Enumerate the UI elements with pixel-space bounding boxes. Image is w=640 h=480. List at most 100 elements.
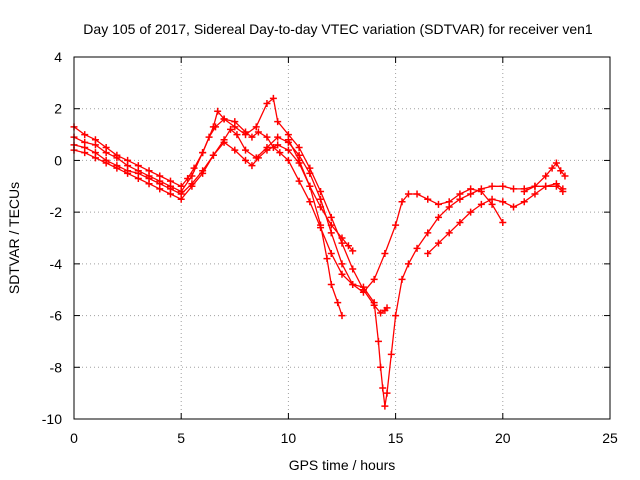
data-point xyxy=(306,182,314,190)
y-tick-label: -2 xyxy=(50,204,63,220)
series-1 xyxy=(70,115,567,410)
y-tick-label: -10 xyxy=(42,411,62,427)
data-point xyxy=(242,146,250,154)
data-point xyxy=(381,250,389,258)
data-point xyxy=(327,221,335,229)
data-point xyxy=(254,128,262,136)
data-point xyxy=(327,229,335,237)
data-point xyxy=(456,218,464,226)
data-point xyxy=(317,203,325,211)
data-point xyxy=(276,149,284,157)
data-point xyxy=(327,281,335,289)
data-point xyxy=(220,138,228,146)
data-point xyxy=(374,337,382,345)
data-point xyxy=(166,190,174,198)
data-point xyxy=(323,255,331,263)
chart-title: Day 105 of 2017, Sidereal Day-to-day VTE… xyxy=(83,21,593,37)
data-point xyxy=(548,164,556,172)
series-6 xyxy=(424,180,567,258)
data-point xyxy=(254,154,262,162)
y-tick-label: 4 xyxy=(54,49,62,65)
data-point xyxy=(456,190,464,198)
data-point xyxy=(499,198,507,206)
plot-frame xyxy=(73,56,611,420)
data-point xyxy=(263,146,271,154)
data-point xyxy=(327,250,335,258)
data-point xyxy=(392,221,400,229)
data-point xyxy=(424,229,432,237)
data-point xyxy=(467,185,475,193)
data-point xyxy=(284,156,292,164)
data-point xyxy=(134,175,142,183)
data-point xyxy=(531,190,539,198)
data-point xyxy=(327,213,335,221)
data-point xyxy=(274,133,282,141)
data-point xyxy=(381,402,389,410)
data-point xyxy=(445,198,453,206)
x-axis-label: GPS time / hours xyxy=(289,457,396,473)
data-point xyxy=(377,309,385,317)
data-point xyxy=(338,234,346,242)
data-point xyxy=(434,239,442,247)
data-point xyxy=(467,208,475,216)
data-point xyxy=(488,195,496,203)
data-point xyxy=(317,187,325,195)
data-point xyxy=(552,180,560,188)
data-point xyxy=(338,260,346,268)
x-tick-label: 0 xyxy=(70,430,78,446)
data-point xyxy=(274,141,282,149)
data-point xyxy=(269,94,277,102)
data-point xyxy=(359,288,367,296)
data-point xyxy=(531,182,539,190)
data-point xyxy=(434,200,442,208)
data-point xyxy=(557,167,565,175)
data-point xyxy=(81,149,89,157)
data-point xyxy=(177,195,185,203)
data-point xyxy=(274,118,282,126)
data-point xyxy=(398,275,406,283)
data-point xyxy=(263,100,271,108)
data-point xyxy=(199,169,207,177)
x-tick-label: 25 xyxy=(602,430,618,446)
data-point xyxy=(227,125,235,133)
data-point xyxy=(499,218,507,226)
data-point xyxy=(220,115,228,123)
y-tick-label: -6 xyxy=(50,308,63,324)
data-point xyxy=(248,133,256,141)
data-point xyxy=(295,156,303,164)
data-point xyxy=(370,301,378,309)
data-point xyxy=(284,146,292,154)
data-point xyxy=(231,123,239,131)
axis-ticks xyxy=(73,56,611,420)
data-point xyxy=(349,281,357,289)
data-point xyxy=(344,242,352,250)
data-point xyxy=(338,312,346,320)
data-point xyxy=(552,159,560,167)
data-point xyxy=(252,123,260,131)
data-point xyxy=(188,182,196,190)
data-point xyxy=(81,131,89,139)
series-7 xyxy=(520,159,569,195)
x-tick-label: 10 xyxy=(281,430,297,446)
data-point xyxy=(520,187,528,195)
data-point xyxy=(387,350,395,358)
data-point xyxy=(295,177,303,185)
data-point xyxy=(349,247,357,255)
data-point xyxy=(349,265,357,273)
series-5 xyxy=(284,136,357,255)
series-line xyxy=(287,139,354,252)
data-point xyxy=(317,221,325,229)
data-point xyxy=(334,299,342,307)
data-point xyxy=(102,159,110,167)
data-point xyxy=(317,195,325,203)
y-tick-label: -8 xyxy=(50,359,63,375)
data-point xyxy=(404,190,412,198)
data-point xyxy=(284,136,292,144)
data-point xyxy=(542,182,550,190)
data-point xyxy=(242,156,250,164)
data-point xyxy=(424,250,432,258)
x-tick-label: 20 xyxy=(495,430,511,446)
data-point xyxy=(370,275,378,283)
data-point xyxy=(242,131,250,139)
data-point xyxy=(383,389,391,397)
